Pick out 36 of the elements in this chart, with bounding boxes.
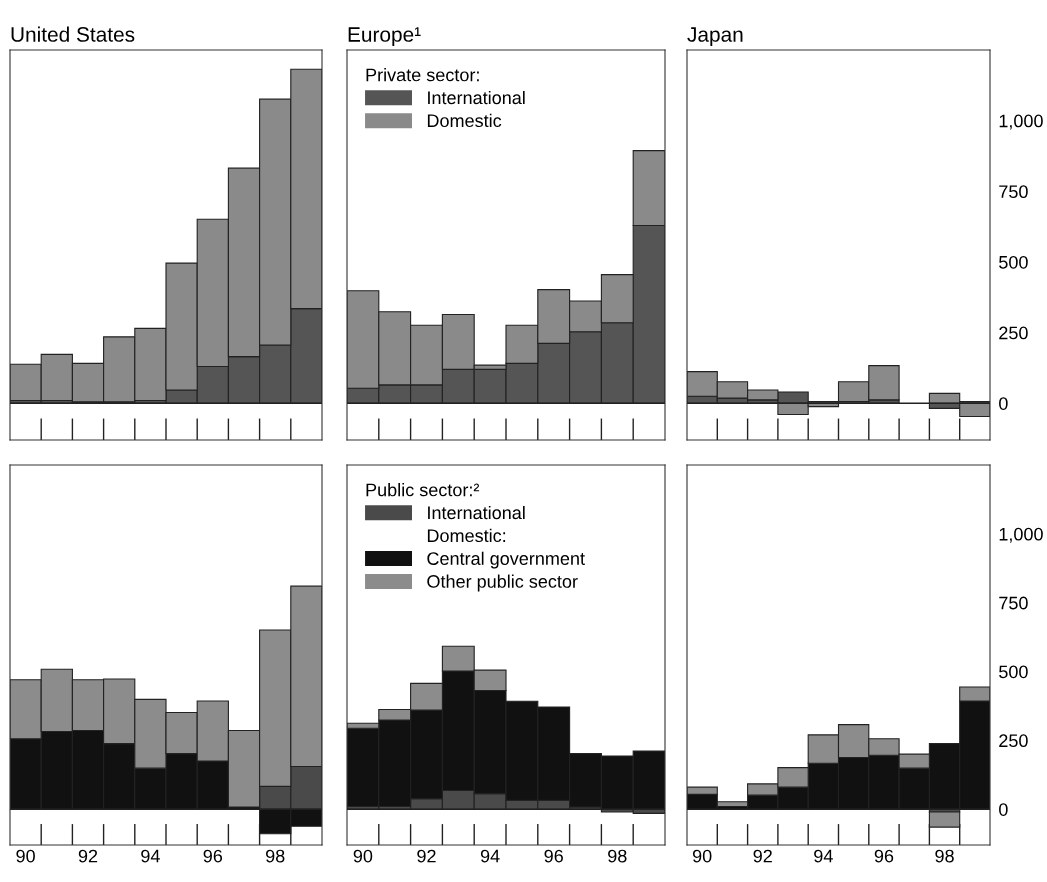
annotation: Domestic: (427, 528, 506, 543)
legend-label: International (428, 90, 525, 105)
x-tick-label: 92 (417, 849, 436, 863)
legend-label: Domestic (427, 113, 502, 128)
chart-title: United States (11, 26, 135, 42)
x-tick-label: 98 (266, 849, 285, 863)
x-tick-label: 92 (78, 849, 98, 863)
x-tick-label: 96 (874, 849, 894, 863)
x-tick-label: 96 (203, 849, 223, 863)
y-tick-label: 750 (999, 596, 1028, 610)
y-tick-label: 750 (999, 185, 1028, 199)
x-tick-label: 98 (608, 849, 627, 863)
x-tick-label: 90 (16, 849, 35, 863)
legend-label: International (428, 505, 525, 520)
y-tick-label: 500 (999, 255, 1028, 269)
y-tick-label: 1,000 (999, 527, 1043, 543)
legend-title: Private sector: (366, 68, 479, 82)
x-tick-label: 94 (141, 849, 160, 863)
y-tick-label: 0 (999, 397, 1008, 410)
legend-label: Central government (427, 551, 585, 569)
x-tick-label: 94 (480, 849, 500, 863)
legend-label: Other public sector (427, 574, 578, 592)
x-tick-label: 98 (935, 849, 954, 863)
x-tick-label: 94 (814, 849, 833, 863)
y-tick-label: 0 (999, 803, 1008, 816)
chart-title: Europe¹ (348, 27, 421, 46)
x-tick-label: 96 (544, 849, 563, 863)
y-tick-label: 500 (999, 665, 1028, 679)
y-tick-label: 250 (999, 734, 1028, 748)
x-tick-label: 92 (753, 849, 772, 863)
legend-title: Public sector:² (366, 483, 480, 497)
y-tick-label: 1,000 (999, 114, 1043, 130)
x-tick-label: 90 (692, 849, 712, 863)
x-tick-label: 90 (353, 849, 373, 863)
chart-title: Japan (687, 27, 743, 46)
y-tick-label: 250 (999, 326, 1028, 340)
